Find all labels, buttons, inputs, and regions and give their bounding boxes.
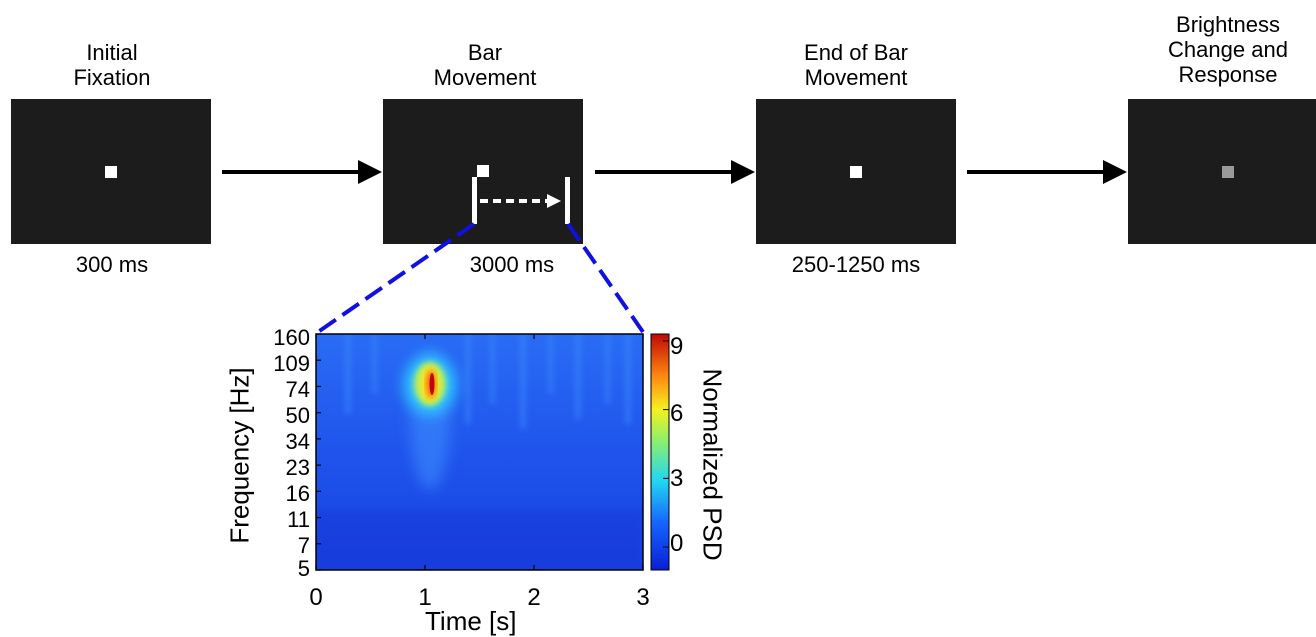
y-tick-label: 7 — [297, 533, 310, 558]
colorbar-tick-label: 9 — [670, 333, 684, 360]
x-tick-label: 0 — [309, 584, 323, 611]
y-tick-label: 109 — [273, 351, 310, 376]
flow-arrow — [595, 160, 755, 184]
moving-bar-end — [565, 177, 570, 224]
y-tick-label: 160 — [273, 325, 310, 350]
y-tick-label: 16 — [285, 481, 310, 506]
flow-arrow — [222, 160, 382, 184]
y-tick-label: 50 — [285, 403, 310, 428]
fixation-point — [105, 166, 117, 178]
y-tick-label: 23 — [285, 455, 310, 480]
stage-label-line: Movement — [433, 65, 537, 90]
colorbar-tick-label: 3 — [670, 465, 684, 492]
x-tick-label: 2 — [527, 584, 541, 611]
plot-frame — [315, 333, 644, 571]
y-tick-label: 74 — [285, 377, 310, 402]
duration-initial-fixation: 300 ms — [75, 252, 149, 277]
spectrogram-plot — [316, 334, 643, 570]
fixation-point-dimmed — [1222, 166, 1234, 178]
stage-label-bar-movement: Bar Movement — [375, 40, 595, 90]
stage-label-initial-fixation: Initial Fixation — [2, 40, 222, 90]
duration-bar-movement: 3000 ms — [469, 252, 555, 277]
y-axis-title: Frequency [Hz] — [224, 367, 255, 544]
stage-label-line: End of Bar — [804, 40, 908, 65]
colorbar-title: Normalized PSD — [697, 368, 728, 561]
screen-brightness-change — [1128, 99, 1316, 244]
colorbar — [650, 333, 670, 571]
fixation-point — [850, 166, 862, 178]
stage-label-line: Initial — [86, 40, 138, 65]
screen-initial-fixation — [11, 99, 211, 244]
stage-label-line: Response — [1178, 62, 1278, 87]
fixation-point — [477, 165, 489, 177]
stage-label-line: Movement — [804, 65, 908, 90]
y-tick-label: 5 — [297, 556, 310, 581]
stage-label-end-of-bar-movement: End of Bar Movement — [746, 40, 966, 90]
x-tick-label: 1 — [418, 584, 432, 611]
screen-end-of-bar-movement — [756, 99, 956, 244]
stage-label-line: Bar — [467, 40, 503, 65]
duration-end-of-bar-movement: 250-1250 ms — [791, 252, 921, 277]
x-tick-label: 3 — [636, 584, 650, 611]
stage-label-line: Brightness — [1176, 12, 1280, 37]
y-tick-label: 34 — [285, 429, 310, 454]
stage-label-line: Change and — [1168, 37, 1288, 62]
stage-label-brightness-change: Brightness Change and Response — [1118, 12, 1316, 87]
moving-bar-start — [472, 177, 477, 224]
y-tick-label: 11 — [287, 507, 310, 532]
bar-motion-arrow — [480, 194, 561, 208]
stage-label-line: Fixation — [73, 65, 151, 90]
x-axis-ticks — [315, 334, 644, 570]
colorbar-tick-label: 6 — [670, 400, 684, 427]
flow-arrow — [967, 160, 1127, 184]
colorbar-tick-label: 0 — [670, 530, 684, 557]
zoom-line-right — [566, 222, 645, 334]
x-axis-title: Time [s] — [425, 606, 517, 636]
y-axis-ticks — [316, 333, 321, 571]
zoom-line-left — [316, 222, 476, 334]
screen-bar-movement — [383, 99, 583, 244]
colorbar-ticks — [663, 340, 669, 548]
